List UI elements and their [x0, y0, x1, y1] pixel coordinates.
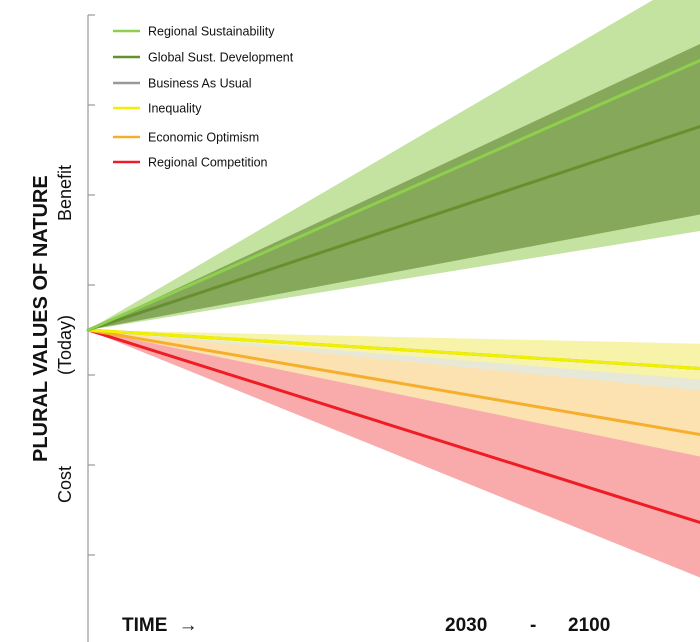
uncertainty-bands: [88, 0, 700, 578]
series-line-regional-sustainability: [86, 59, 700, 332]
series-line-regional-competition: [86, 328, 700, 524]
x-axis-separator: -: [530, 615, 536, 636]
series-line-economic-optimism: [86, 328, 700, 436]
band-regional-sustainability: [88, 0, 700, 330]
band-regional-competition: [88, 330, 700, 578]
series-lines: [86, 59, 700, 524]
series-line-inequality: [86, 328, 700, 370]
series-line-global-sust-development: [86, 125, 700, 332]
y-axis-title: PLURAL VALUES OF NATURE: [30, 175, 52, 462]
legend-entry-business-as-usual: Business As Usual: [148, 77, 252, 91]
x-axis-end-year: 2100: [568, 615, 610, 636]
legend: Regional Sustainability Global Sust. Deve…: [113, 25, 294, 170]
legend-entry-global-sust-development: Global Sust. Development: [148, 51, 294, 65]
legend-entry-regional-sustainability: Regional Sustainability: [148, 25, 275, 39]
y-axis-subtitle: (Today): [55, 315, 75, 375]
x-axis-label: TIME →: [122, 615, 198, 636]
band-inequality: [88, 330, 700, 380]
x-axis-arrow: →: [179, 615, 198, 636]
legend-entry-economic-optimism: Economic Optimism: [148, 131, 259, 145]
x-axis-start-year: 2030: [445, 615, 487, 636]
x-axis-label-text: TIME: [122, 615, 167, 636]
legend-entry-inequality: Inequality: [148, 102, 202, 116]
band-global-sust-development: [88, 44, 700, 330]
legend-entry-regional-competition: Regional Competition: [148, 156, 268, 170]
y-axis-cost-label: Cost: [55, 466, 75, 503]
y-axis-benefit-label: Benefit: [55, 165, 75, 221]
